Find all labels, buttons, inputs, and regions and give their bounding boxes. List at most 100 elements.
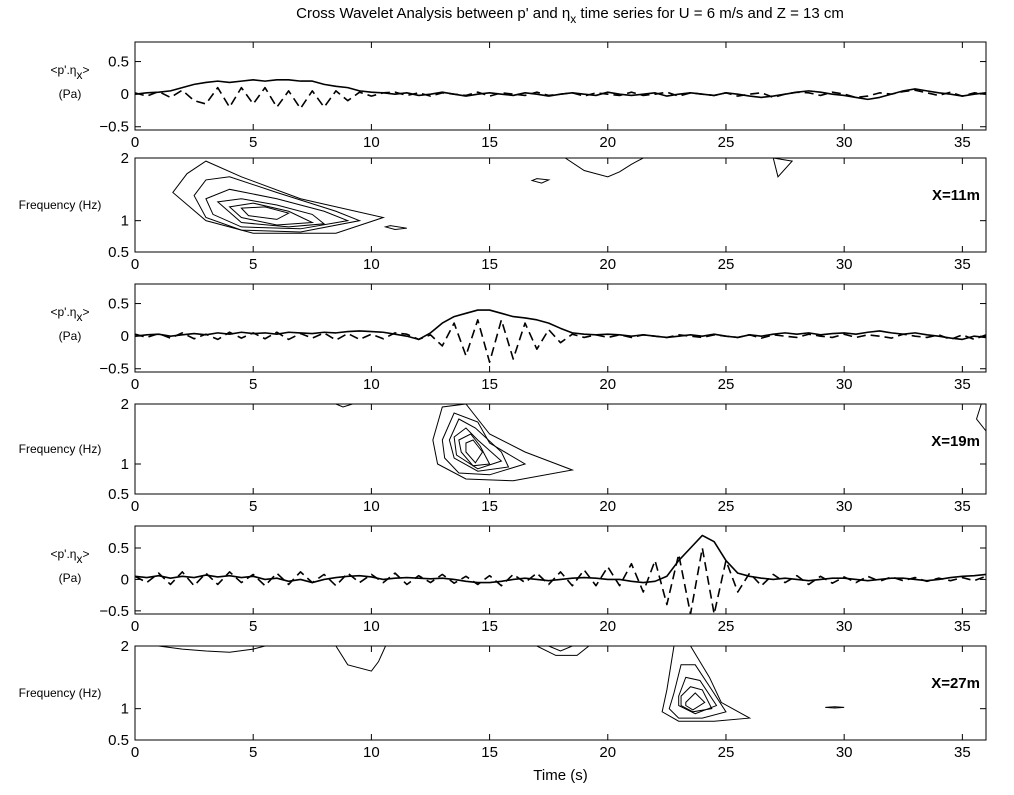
x-tick-label: 25 [718,498,735,515]
y-axis-label-sub: x [76,68,82,82]
y-tick-label: −0.5 [99,361,129,378]
contour-line [335,404,353,408]
plot-frame [134,41,987,131]
x-tick-label: 25 [718,134,735,151]
panel-annotation: X=27m [931,675,980,692]
contour-line [228,202,315,226]
x-tick-label: 0 [131,376,139,393]
y-tick-label: −0.5 [99,119,129,136]
y-axis-label: Frequency (Hz) [19,198,102,212]
x-tick-label: 0 [131,744,139,761]
contour-line [825,706,845,709]
x-tick-label: 5 [249,618,257,635]
y-tick-label: 0.5 [108,54,129,71]
plot-area [172,158,794,234]
y-axis-unit: (Pa) [59,87,82,101]
x-tick-label: 0 [131,618,139,635]
contour-line [448,418,510,472]
x-tick-label: 5 [249,744,257,761]
x-tick-label: 35 [954,134,971,151]
x-tick-label: 35 [954,618,971,635]
plot-area [335,404,986,482]
dashed-line [135,547,986,614]
y-tick-label: 2 [121,150,129,167]
contour-line [564,158,644,178]
contour-line [432,404,575,482]
y-tick-label: 0.5 [108,732,129,749]
chart-title-sub: x [570,12,576,26]
x-tick-label: 15 [481,744,498,761]
x-tick-label: 35 [954,376,971,393]
x-tick-label: 20 [599,618,616,635]
y-tick-label: 0.5 [108,296,129,313]
x-tick-label: 10 [363,744,380,761]
contour-line [240,206,291,220]
contour-line [335,646,387,672]
contour-line [685,692,706,711]
solid-line [135,309,986,341]
x-tick-label: 25 [718,618,735,635]
x-tick-label: 10 [363,618,380,635]
y-tick-label: 0 [121,86,129,103]
x-tick-label: 30 [836,498,853,515]
plot-frame [134,645,987,741]
x-tick-label: 35 [954,744,971,761]
x-tick-label: 10 [363,134,380,151]
x-tick-label: 25 [718,744,735,761]
y-tick-label: 0 [121,571,129,588]
y-tick-label: 2 [121,638,129,655]
contour-line [205,188,350,230]
contour-line [193,176,362,233]
panel-annotation: X=19m [931,433,980,450]
contour-line [172,160,386,234]
y-tick-label: 0.5 [108,486,129,503]
x-tick-label: 30 [836,618,853,635]
contour-line [216,198,326,228]
x-tick-label: 20 [599,134,616,151]
x-axis-label: Time (s) [533,767,587,784]
x-tick-label: 35 [954,498,971,515]
contour-line [536,646,590,656]
y-axis-label-part: <p'.η [51,63,77,77]
x-tick-label: 30 [836,744,853,761]
chart-title-part: time series for U = 6 m/s and Z = 13 cm [576,5,844,22]
x-tick-label: 20 [599,498,616,515]
y-tick-label: 0.5 [108,540,129,557]
y-tick-label: 1 [121,701,129,718]
x-tick-label: 5 [249,256,257,273]
x-tick-label: 30 [836,134,853,151]
plot-area [135,534,986,614]
plot-area [158,646,845,722]
x-tick-label: 0 [131,134,139,151]
plot-frame [134,525,987,615]
y-tick-label: 0 [121,328,129,345]
x-tick-label: 20 [599,256,616,273]
y-axis-label-part: <p'.η [51,547,77,561]
y-tick-label: 0.5 [108,244,129,261]
x-tick-label: 30 [836,376,853,393]
x-tick-label: 20 [599,744,616,761]
y-tick-label: 1 [121,456,129,473]
contour-line [453,427,503,470]
chart-title-part: Cross Wavelet Analysis between p' and η [296,5,570,22]
contour-line [678,676,718,715]
y-tick-label: 1 [121,213,129,230]
chart-title: Cross Wavelet Analysis between p' and ηx… [296,5,844,26]
contour-line [158,646,266,653]
x-tick-label: 15 [481,256,498,273]
x-tick-label: 10 [363,498,380,515]
y-axis-label: <p'.ηx> [51,63,90,82]
x-tick-label: 15 [481,376,498,393]
contour-line [661,646,752,722]
x-tick-label: 5 [249,376,257,393]
y-axis-label-part: > [82,547,89,561]
y-axis-label: <p'.ηx> [51,547,90,566]
x-tick-label: 20 [599,376,616,393]
x-tick-label: 35 [954,256,971,273]
x-tick-label: 25 [718,256,735,273]
contour-line [772,158,794,178]
contour-line [975,404,986,432]
panel-annotation: X=11m [932,187,980,204]
